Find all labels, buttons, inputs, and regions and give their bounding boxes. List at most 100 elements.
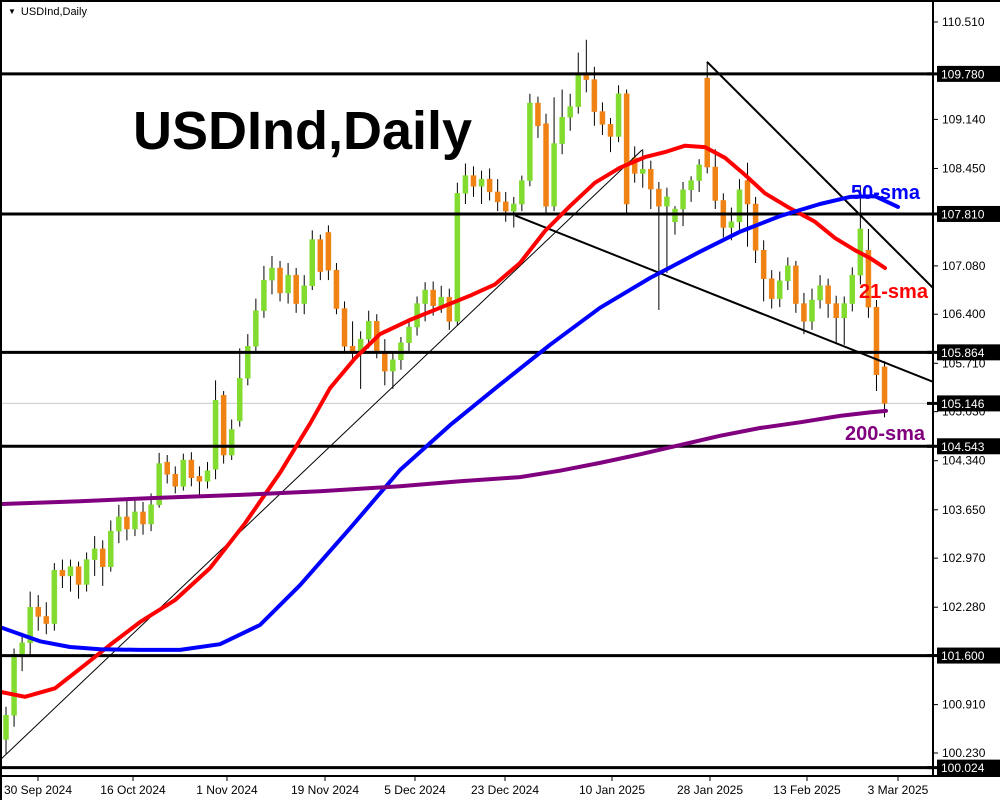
candle-body (865, 249, 872, 308)
candle-body (849, 274, 856, 304)
price-label-box (937, 205, 1000, 222)
candle-body (91, 548, 98, 560)
candle-body (245, 345, 251, 379)
candle-body (51, 569, 58, 624)
candle-body (793, 265, 799, 304)
candle-body (543, 123, 549, 207)
descending-channel-line-trendline[interactable] (514, 214, 934, 383)
candle-body (406, 326, 412, 343)
candle-body (333, 269, 340, 309)
sma200-line-label: 200-sma (845, 423, 926, 445)
candle-body (712, 166, 719, 201)
candle-body (607, 124, 614, 137)
candle-body (648, 168, 654, 190)
candle-body (325, 232, 332, 271)
price-label-value: 105.864 (941, 346, 985, 360)
sma50-line-label: 50-sma (851, 182, 920, 204)
chevron-down-icon[interactable]: ▼ (8, 7, 16, 16)
candle-body (3, 715, 9, 740)
candle-body (164, 461, 170, 475)
candle-body (293, 274, 299, 304)
candle-body (43, 616, 50, 624)
candle-body (188, 459, 195, 479)
candle-body (567, 106, 573, 118)
price-label-box (937, 647, 1000, 664)
candle-body (825, 285, 831, 304)
candle-body (382, 351, 388, 372)
candle-body (27, 606, 33, 644)
sma21-line-label: 21-sma (859, 281, 928, 303)
candle-body (220, 395, 227, 456)
candle-body (261, 279, 267, 311)
candle-body (148, 504, 154, 525)
candle-body (390, 359, 396, 372)
price-tick-label: 102.970 (942, 551, 986, 565)
candle-body (83, 559, 90, 585)
candle-body (140, 511, 146, 525)
candle-body (365, 321, 372, 340)
candle-body (99, 548, 106, 567)
200-sma-line (2, 408, 888, 507)
date-tick-label: 28 Jan 2025 (677, 783, 743, 797)
candle-body (809, 299, 815, 322)
date-tick-label: 3 Mar 2025 (868, 783, 929, 797)
price-tick-label: 106.400 (942, 307, 986, 321)
date-tick-label: 5 Dec 2024 (384, 783, 446, 797)
candle-body (728, 221, 735, 228)
price-tick-label: 100.230 (942, 746, 986, 760)
candle-body (535, 102, 541, 127)
price-label-box (937, 759, 1000, 776)
candle-body (623, 93, 630, 205)
ascending-support-trendline[interactable] (0, 149, 643, 760)
candle-body (656, 188, 662, 207)
candle-body (341, 308, 348, 347)
candle-body (559, 117, 565, 144)
candle-body (269, 267, 275, 281)
candle-body (19, 642, 25, 655)
candle-body (478, 178, 485, 187)
price-tick-label: 108.450 (942, 161, 986, 175)
steep-descending-resistance-trendline[interactable] (706, 61, 934, 289)
date-tick-label: 23 Dec 2024 (471, 783, 539, 797)
candle-body (454, 193, 461, 322)
candle-body (277, 267, 283, 294)
price-tick-label: 110.510 (942, 15, 985, 29)
candle-body (575, 75, 582, 107)
candle-body (615, 93, 622, 137)
candle-body (132, 511, 138, 530)
candle-body (486, 178, 493, 193)
price-label-box (937, 344, 1000, 361)
date-tick-label: 16 Oct 2024 (100, 783, 166, 797)
price-label-value: 107.810 (941, 207, 985, 221)
candle-body (785, 265, 791, 282)
candle-body (228, 429, 235, 456)
candle-body (124, 516, 130, 530)
candle-body (551, 143, 557, 207)
candle-body (639, 168, 646, 174)
50-sma-line (2, 194, 900, 652)
price-label-box (937, 438, 1000, 455)
candle-body (172, 473, 179, 487)
candle-body (502, 201, 509, 212)
date-tick-label: 1 Nov 2024 (196, 783, 258, 797)
candle-body (777, 280, 783, 299)
candle-body (438, 296, 444, 306)
candle-body (204, 470, 211, 482)
candle-body (833, 303, 839, 319)
price-label-value: 104.543 (941, 440, 985, 454)
date-tick-label: 30 Sep 2024 (4, 783, 72, 797)
candle-body (688, 180, 694, 191)
price-label-value: 109.780 (941, 67, 985, 81)
candle-body (760, 249, 767, 279)
candle-body (817, 285, 823, 301)
candle-body (599, 111, 606, 125)
candle-body (462, 175, 469, 194)
candle-body (664, 196, 670, 207)
candle-body (841, 303, 847, 319)
candle-body (301, 285, 307, 304)
candle-body (108, 530, 114, 567)
candle-body (116, 516, 122, 532)
candle-body (591, 79, 598, 112)
price-label-value: 100.024 (941, 761, 985, 775)
